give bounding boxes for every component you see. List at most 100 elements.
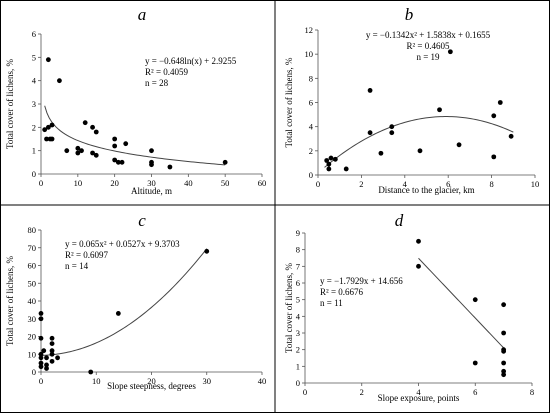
x-tick-label: 0 [39, 178, 43, 188]
y-axis-label: Total cover of lichens, % [284, 262, 294, 353]
data-point [332, 156, 338, 162]
panel-label: c [138, 211, 146, 230]
x-tick-label: 4 [403, 179, 408, 189]
data-point [112, 143, 118, 149]
y-tick-label: 2 [32, 122, 36, 132]
data-point [497, 100, 503, 105]
data-point [49, 348, 55, 354]
data-point [115, 311, 121, 316]
y-tick-label: 1 [296, 361, 300, 371]
y-axis-label: Total cover of lichens, % [5, 58, 15, 149]
x-tick-label: 20 [110, 178, 119, 188]
data-point [222, 159, 228, 165]
x-tick-label: 40 [184, 178, 193, 188]
x-tick-label: 0 [303, 387, 307, 397]
annotation: n = 19 [416, 52, 440, 62]
data-point [79, 148, 84, 154]
data-point [501, 372, 507, 378]
data-point [49, 341, 55, 346]
data-point [123, 141, 129, 147]
x-axis-label: Altitude, m [131, 186, 172, 196]
x-tick-label: 40 [258, 376, 267, 386]
data-point [328, 155, 334, 161]
y-tick-label: 50 [28, 278, 37, 288]
x-tick-label: 0 [316, 179, 320, 189]
annotation: y = −1.7929x + 14.656 [320, 276, 403, 286]
data-point [389, 130, 395, 136]
y-tick-label: 12 [305, 25, 314, 35]
y-tick-label: 60 [28, 261, 37, 271]
data-point [88, 369, 94, 375]
data-point [90, 124, 95, 130]
data-point [49, 122, 55, 128]
trend-line [44, 105, 226, 166]
x-tick-label: 8 [489, 179, 493, 189]
data-point [112, 157, 118, 163]
annotation: n = 14 [65, 261, 89, 271]
data-point [38, 360, 44, 366]
data-point [149, 162, 154, 168]
x-tick-label: 4 [416, 387, 421, 397]
y-tick-label: 70 [28, 243, 37, 253]
data-point [49, 351, 55, 357]
x-tick-label: 60 [258, 178, 267, 188]
y-tick-label: 5 [32, 52, 36, 62]
annotation: R² = 0.4605 [406, 41, 450, 51]
data-point [38, 364, 44, 370]
data-point [41, 348, 47, 354]
data-point [417, 148, 423, 154]
data-point [44, 136, 49, 142]
data-point [389, 124, 395, 130]
data-point [44, 362, 49, 368]
annotation: y = −0.648ln(x) + 2.9255 [145, 56, 237, 66]
data-point [501, 348, 507, 354]
data-point [149, 148, 154, 154]
x-tick-label: 8 [530, 387, 534, 397]
x-tick-label: 50 [221, 178, 230, 188]
data-point [416, 263, 421, 269]
data-point [326, 166, 332, 172]
panel-label: d [395, 211, 404, 230]
y-tick-label: 3 [296, 328, 300, 338]
data-point [38, 316, 44, 322]
trend-line [418, 257, 504, 349]
y-tick-label: 4 [309, 122, 314, 132]
data-point [115, 159, 121, 165]
x-tick-label: 30 [147, 178, 156, 188]
panel-b: 0 2 4 6 8 10 0 2 4 6 8 10 12 Distance to the glacier,… [284, 5, 539, 195]
data-point [112, 136, 118, 142]
y-tick-label: 2 [309, 146, 313, 156]
data-point [57, 78, 62, 84]
data-point [38, 335, 44, 341]
data-point [93, 129, 99, 135]
data-point [491, 154, 497, 160]
y-tick-label: 0 [296, 378, 300, 388]
x-tick-label: 6 [473, 387, 477, 397]
data-point [508, 133, 514, 139]
trend-line [40, 248, 208, 356]
y-tick-label: 30 [28, 314, 37, 324]
x-tick-label: 0 [39, 376, 43, 386]
y-tick-label: 5 [296, 295, 300, 305]
panel-label: a [138, 5, 147, 24]
data-point [343, 166, 349, 172]
panel-label: b [405, 5, 414, 24]
data-point [38, 311, 44, 316]
y-tick-label: 20 [28, 332, 37, 342]
y-tick-label: 10 [305, 49, 314, 59]
data-point [501, 302, 507, 308]
x-axis-label: Slope steepness, degrees [107, 381, 196, 391]
y-axis-label: Total cover of lichens, % [284, 57, 294, 148]
data-point [416, 238, 421, 244]
data-point [456, 142, 462, 148]
x-tick-label: 10 [531, 179, 540, 189]
y-axis-label: Total cover of lichens, % [5, 255, 15, 346]
x-tick-label: 30 [203, 376, 212, 386]
y-tick-label: 40 [28, 296, 37, 306]
data-point [45, 124, 51, 130]
annotation: y = 0.065x² + 0.0527x + 9.3703 [65, 239, 180, 249]
data-point [82, 120, 88, 126]
data-point [378, 150, 384, 156]
data-point [367, 88, 373, 93]
